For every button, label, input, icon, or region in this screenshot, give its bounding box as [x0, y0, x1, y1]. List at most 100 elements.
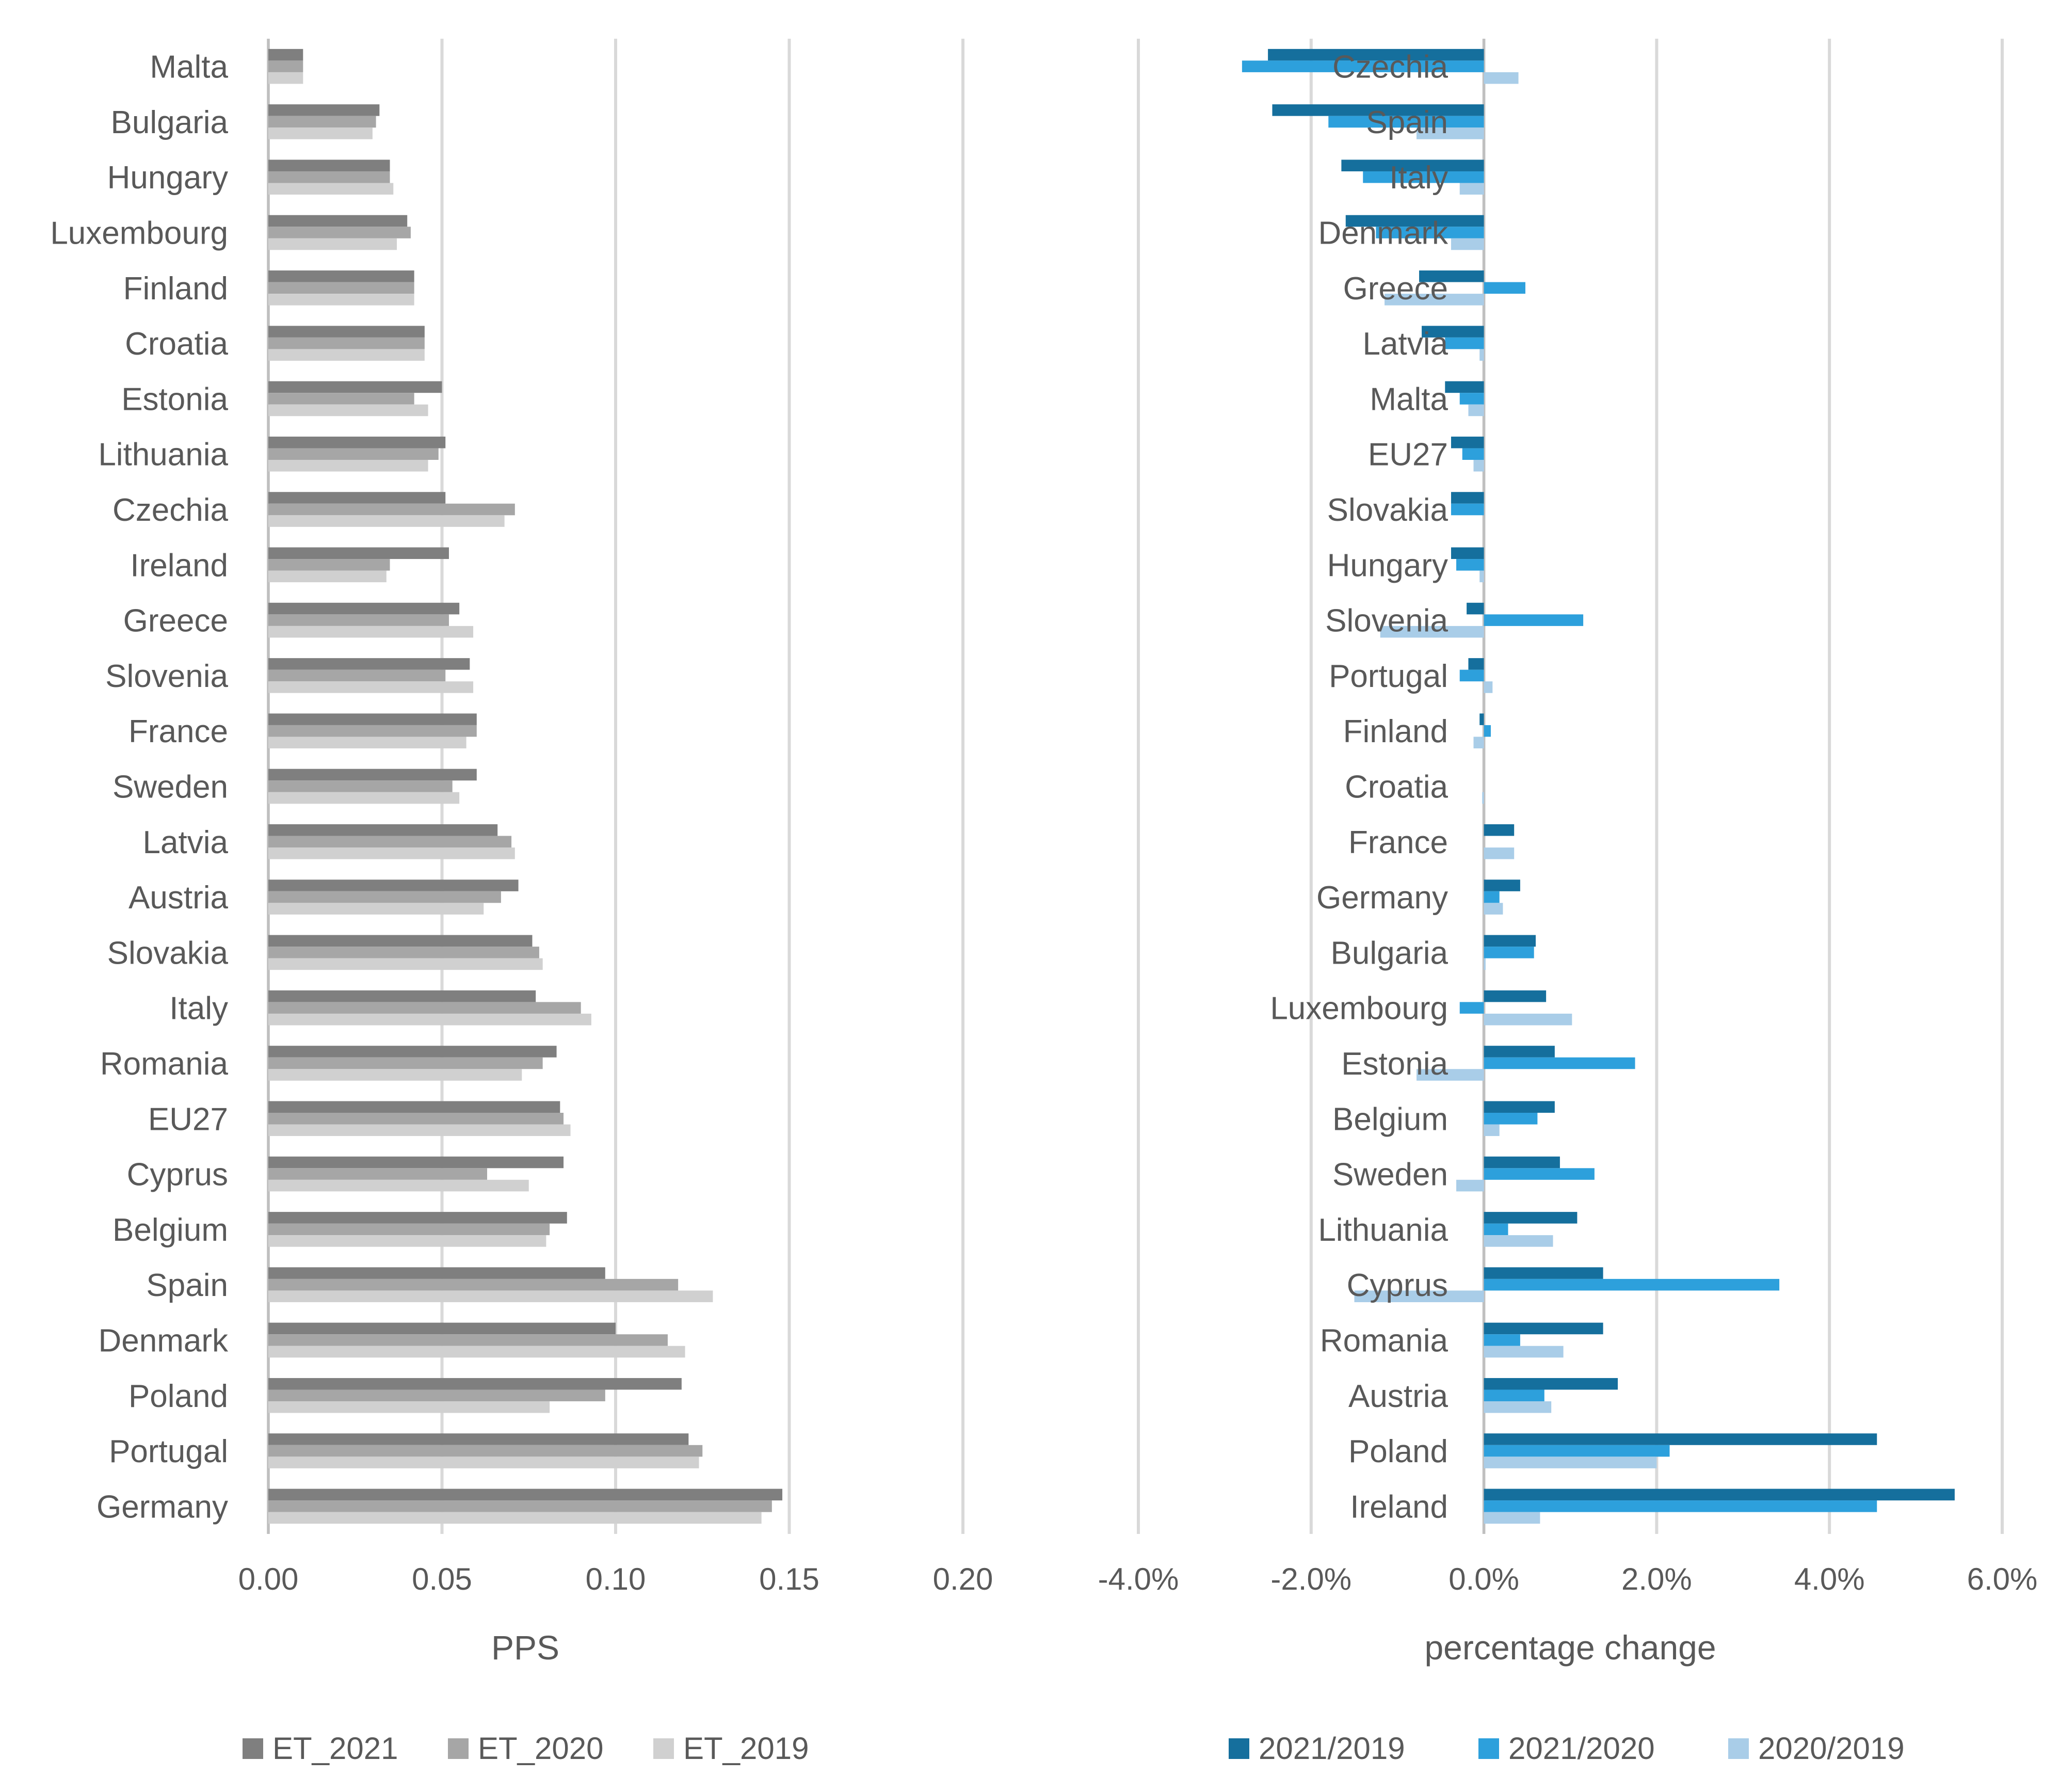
- bar-et-2019-denmark: [268, 1346, 685, 1358]
- bar-et-2021-finland: [268, 270, 414, 282]
- bar-et-2020-greece: [268, 614, 449, 626]
- legend-label-2021-2019: 2021/2019: [1259, 1731, 1405, 1766]
- bar-2021-2019-bulgaria: [1484, 935, 1536, 947]
- bar-2021-2019-slovakia: [1451, 492, 1484, 504]
- bar-2021-2020-portugal: [1459, 669, 1484, 682]
- bar-et-2019-romania: [268, 1069, 522, 1081]
- bar-2021-2020-eu27: [1462, 448, 1484, 460]
- bar-2020-2019-lithuania: [1484, 1235, 1553, 1247]
- bar-et-2019-bulgaria: [268, 127, 373, 139]
- bar-2020-2019-latvia: [1479, 349, 1484, 361]
- bar-et-2020-belgium: [268, 1223, 550, 1236]
- x-tick-label: 6.0%: [1967, 1562, 2038, 1596]
- category-label-estonia: Estonia: [121, 381, 228, 417]
- bar-2021-2020-slovenia: [1484, 614, 1584, 626]
- category-label-lithuania: Lithuania: [98, 437, 228, 473]
- bar-2020-2019-belgium: [1484, 1124, 1500, 1137]
- bar-2021-2020-italy: [1363, 171, 1484, 183]
- bar-2020-2019-poland: [1484, 1457, 1657, 1468]
- bar-et-2019-spain: [268, 1290, 713, 1302]
- bar-et-2020-slovenia: [268, 669, 446, 682]
- bar-et-2021-malta: [268, 49, 303, 61]
- bar-2021-2020-hungary: [1456, 559, 1484, 571]
- category-label-hungary: Hungary: [107, 160, 228, 196]
- category-label-spain: Spain: [146, 1268, 228, 1303]
- bar-2020-2019-germany: [1484, 903, 1503, 915]
- bar-2020-2019-spain: [1417, 127, 1484, 139]
- category-label-czechia: Czechia: [1332, 50, 1449, 85]
- bar-2020-2019-slovenia: [1380, 626, 1484, 638]
- bar-et-2019-malta: [268, 72, 303, 84]
- category-label-latvia: Latvia: [143, 825, 229, 860]
- bar-2020-2019-ireland: [1484, 1512, 1540, 1524]
- bar-2020-2019-greece: [1385, 294, 1484, 306]
- pps-chart: 0.00 0.05 0.10 0.15 0.20 Malta Bulgaria Hungary…: [50, 39, 993, 1766]
- bar-2021-2020-romania: [1484, 1334, 1520, 1346]
- bar-et-2021-latvia: [268, 824, 498, 836]
- category-label-finland: Finland: [123, 271, 228, 307]
- bar-et-2019-finland: [268, 294, 414, 306]
- bar-2020-2019-estonia: [1417, 1069, 1484, 1081]
- bar-et-2021-cyprus: [268, 1156, 564, 1169]
- bar-et-2020-austria: [268, 891, 501, 903]
- bar-2021-2019-france: [1484, 824, 1515, 836]
- bar-2021-2019-slovenia: [1467, 602, 1484, 615]
- category-label-portugal: Portugal: [1329, 659, 1448, 694]
- bar-et-2021-italy: [268, 990, 536, 1002]
- bar-et-2021-poland: [268, 1378, 682, 1390]
- bar-et-2020-denmark: [268, 1334, 668, 1346]
- category-label-austria: Austria: [128, 880, 228, 916]
- category-label-slovakia: Slovakia: [1327, 492, 1449, 528]
- x-tick-label: -4.0%: [1098, 1562, 1179, 1596]
- bar-2021-2020-cyprus: [1484, 1278, 1780, 1291]
- bar-et-2021-belgium: [268, 1212, 567, 1224]
- category-label-latvia: Latvia: [1363, 326, 1449, 362]
- bar-et-2020-romania: [268, 1057, 543, 1069]
- percentage-change-chart: -4.0% -2.0% 0.0% 2.0% 4.0% 6.0% Czechia Spain It…: [1030, 0, 2060, 1792]
- category-label-denmark: Denmark: [1318, 216, 1449, 251]
- bar-et-2021-germany: [268, 1489, 783, 1501]
- bar-2021-2019-finland: [1479, 713, 1484, 725]
- bar-et-2019-france: [268, 737, 466, 749]
- bar-et-2020-croatia: [268, 337, 425, 349]
- legend-swatch-2020-2019: [1728, 1738, 1749, 1759]
- category-label-malta: Malta: [150, 50, 228, 85]
- x-tick-label: 0.05: [412, 1562, 472, 1596]
- bar-2020-2019-france: [1484, 847, 1515, 859]
- bar-2021-2020-belgium: [1484, 1113, 1538, 1125]
- legend-label-et-2019: ET_2019: [683, 1731, 809, 1766]
- bar-2021-2019-malta: [1445, 381, 1484, 393]
- bar-et-2020-italy: [268, 1002, 581, 1014]
- bar-2020-2019-portugal: [1484, 681, 1493, 693]
- category-label-cyprus: Cyprus: [1347, 1268, 1448, 1303]
- category-label-sweden: Sweden: [1332, 1157, 1448, 1193]
- bar-2021-2019-hungary: [1451, 547, 1484, 559]
- bar-et-2021-denmark: [268, 1322, 616, 1335]
- bar-et-2020-ireland: [268, 559, 390, 571]
- x-axis-title: PPS: [491, 1628, 559, 1667]
- bar-et-2019-slovakia: [268, 958, 543, 970]
- bar-et-2021-greece: [268, 602, 460, 615]
- bar-et-2019-belgium: [268, 1235, 546, 1247]
- bar-2020-2019-cyprus: [1354, 1290, 1484, 1302]
- bar-et-2021-sweden: [268, 769, 477, 781]
- bar-et-2021-czechia: [268, 492, 446, 504]
- bar-et-2021-croatia: [268, 326, 425, 338]
- bar-2021-2019-czechia: [1268, 49, 1484, 61]
- category-label-poland: Poland: [1348, 1434, 1448, 1469]
- category-label-belgium: Belgium: [1332, 1101, 1448, 1137]
- bar-et-2021-slovakia: [268, 935, 533, 947]
- category-label-greece: Greece: [123, 603, 228, 639]
- category-label-bulgaria: Bulgaria: [1331, 935, 1449, 971]
- bar-et-2020-bulgaria: [268, 116, 376, 128]
- bar-2021-2019-greece: [1419, 270, 1484, 282]
- bar-et-2019-estonia: [268, 404, 428, 417]
- bar-2020-2019-italy: [1459, 183, 1484, 195]
- bar-2021-2019-luxembourg: [1484, 990, 1547, 1002]
- x-tick-label: 0.15: [759, 1562, 819, 1596]
- bar-2021-2020-slovakia: [1451, 503, 1484, 516]
- bar-et-2020-spain: [268, 1278, 679, 1291]
- bar-et-2020-latvia: [268, 836, 512, 848]
- bar-2021-2020-malta: [1459, 393, 1484, 405]
- bar-2020-2019-croatia: [1482, 792, 1484, 804]
